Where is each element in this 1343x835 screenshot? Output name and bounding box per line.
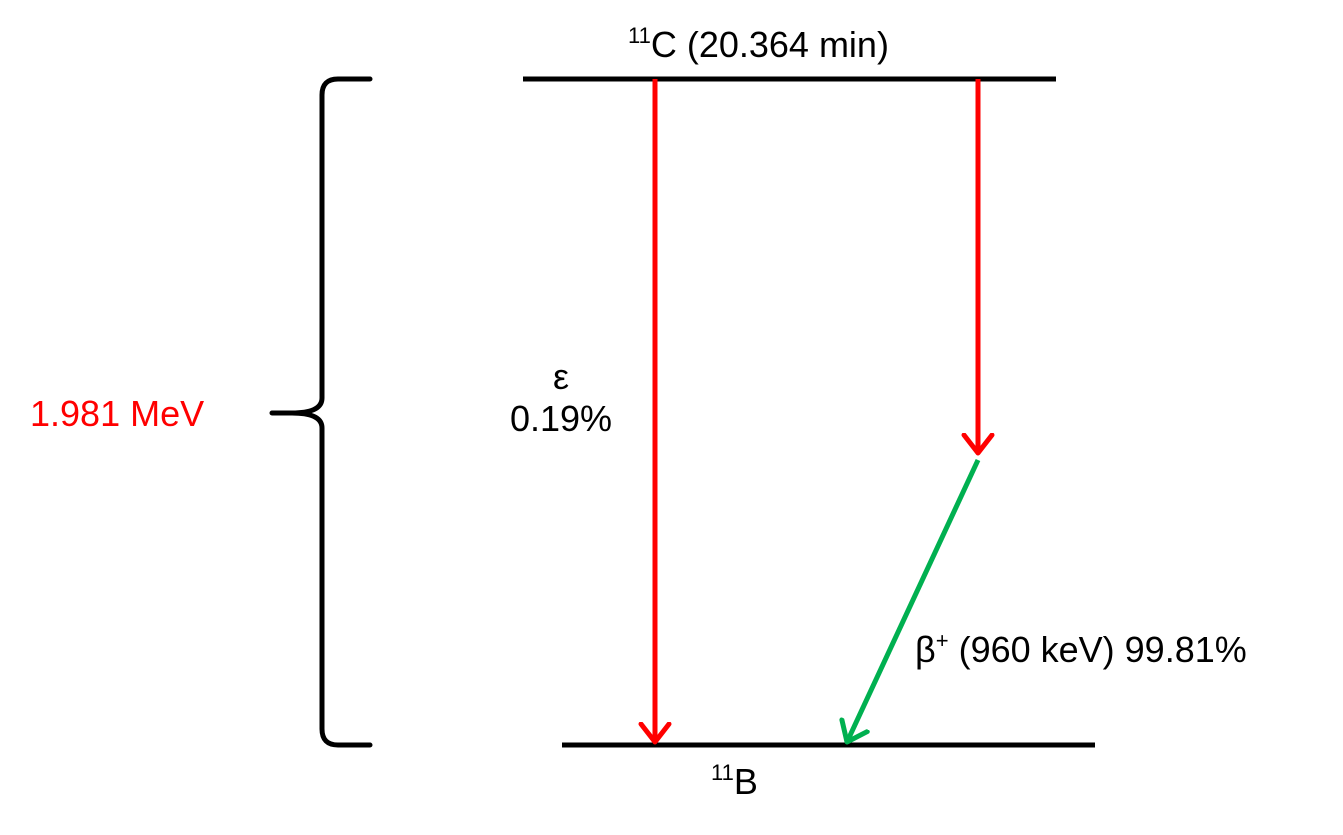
- parent-nuclide-label: 11C (20.364 min): [628, 24, 889, 65]
- beta-plus-arrow: [847, 458, 981, 742]
- electron-capture-label: ε 0.19%: [500, 356, 622, 440]
- energy-bracket: [269, 76, 373, 748]
- electron-capture-symbol: ε: [552, 356, 570, 397]
- beta-plus-label: β+ (960 keV) 99.81%: [915, 629, 1247, 670]
- parent-element: C: [650, 24, 677, 65]
- daughter-mass-number: 11: [711, 760, 734, 785]
- parent-mass-number: 11: [628, 23, 651, 48]
- beta-plus-charge: +: [935, 628, 949, 653]
- beta-plus-energy: (960 keV) 99.81%: [948, 629, 1247, 670]
- parent-half-life: (20.364 min): [676, 24, 889, 65]
- beta-plus-symbol: β: [915, 629, 936, 670]
- electron-capture-branching: 0.19%: [509, 398, 613, 440]
- daughter-element: B: [733, 761, 758, 802]
- daughter-nuclide-label: 11B: [711, 761, 758, 802]
- q-value-label: 1.981 MeV: [30, 393, 205, 434]
